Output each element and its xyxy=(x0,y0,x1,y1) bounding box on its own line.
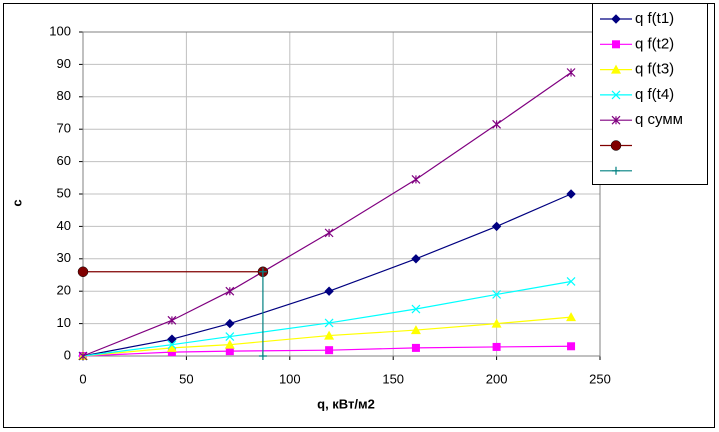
marker xyxy=(167,340,177,350)
marker xyxy=(566,189,576,199)
marker xyxy=(611,64,621,74)
y-tick-label: 70 xyxy=(57,121,71,136)
y-axis-label: c xyxy=(9,199,24,206)
marker xyxy=(567,342,576,351)
marker xyxy=(324,286,334,296)
marker xyxy=(324,330,335,340)
legend-label: q сумм xyxy=(635,111,683,128)
marker xyxy=(324,228,334,238)
marker xyxy=(492,290,502,299)
marker xyxy=(410,325,421,335)
legend-label: q f(t3) xyxy=(635,61,674,78)
marker xyxy=(224,339,235,349)
marker xyxy=(566,312,577,322)
y-tick-label: 40 xyxy=(57,218,71,233)
y-tick-label: 100 xyxy=(49,23,71,38)
legend-label: q f(t2) xyxy=(635,35,674,52)
marker xyxy=(77,266,89,278)
marker xyxy=(166,342,177,352)
y-tick-label: 60 xyxy=(57,153,71,168)
marker xyxy=(167,315,177,325)
marker xyxy=(225,332,235,341)
y-tick-label: 30 xyxy=(57,250,71,265)
marker xyxy=(258,352,267,360)
x-tick-label: 200 xyxy=(486,371,508,386)
marker xyxy=(612,40,620,49)
marker xyxy=(492,119,502,129)
marker xyxy=(612,166,620,175)
marker xyxy=(611,14,621,24)
plot-border xyxy=(82,31,601,357)
marker xyxy=(167,348,176,357)
marker xyxy=(411,254,421,264)
marker xyxy=(225,286,235,296)
y-tick-label: 10 xyxy=(57,315,71,330)
x-axis-label: q, кВт/м2 xyxy=(317,396,375,411)
x-tick-label: 250 xyxy=(589,371,611,386)
marker xyxy=(610,140,622,151)
marker xyxy=(611,115,621,125)
x-tick-label: 150 xyxy=(382,371,404,386)
marker xyxy=(411,174,421,184)
marker xyxy=(324,318,334,328)
marker xyxy=(566,277,576,286)
legend-label: q f(t1) xyxy=(635,10,674,27)
marker xyxy=(611,90,621,100)
legend-box xyxy=(592,3,708,185)
marker xyxy=(258,267,267,276)
marker xyxy=(325,346,334,355)
x-tick-label: 50 xyxy=(179,371,193,386)
y-tick-label: 90 xyxy=(57,56,71,71)
x-tick-label: 100 xyxy=(279,371,301,386)
marker xyxy=(225,318,235,329)
marker xyxy=(491,221,502,232)
marker xyxy=(492,342,501,351)
marker xyxy=(78,351,88,361)
marker xyxy=(411,343,420,352)
legend-label: q f(t4) xyxy=(635,86,674,103)
x-tick-label: 0 xyxy=(79,371,86,386)
marker xyxy=(225,347,234,356)
y-tick-label: 80 xyxy=(57,88,71,103)
marker xyxy=(491,318,502,328)
legend: q f(t1) q f(t2) q f(t3) q f(t4) q сумм xyxy=(592,3,708,185)
marker xyxy=(411,304,421,314)
marker xyxy=(566,68,576,77)
y-tick-label: 0 xyxy=(64,347,71,362)
y-tick-label: 50 xyxy=(57,185,71,200)
y-tick-label: 20 xyxy=(57,283,71,298)
